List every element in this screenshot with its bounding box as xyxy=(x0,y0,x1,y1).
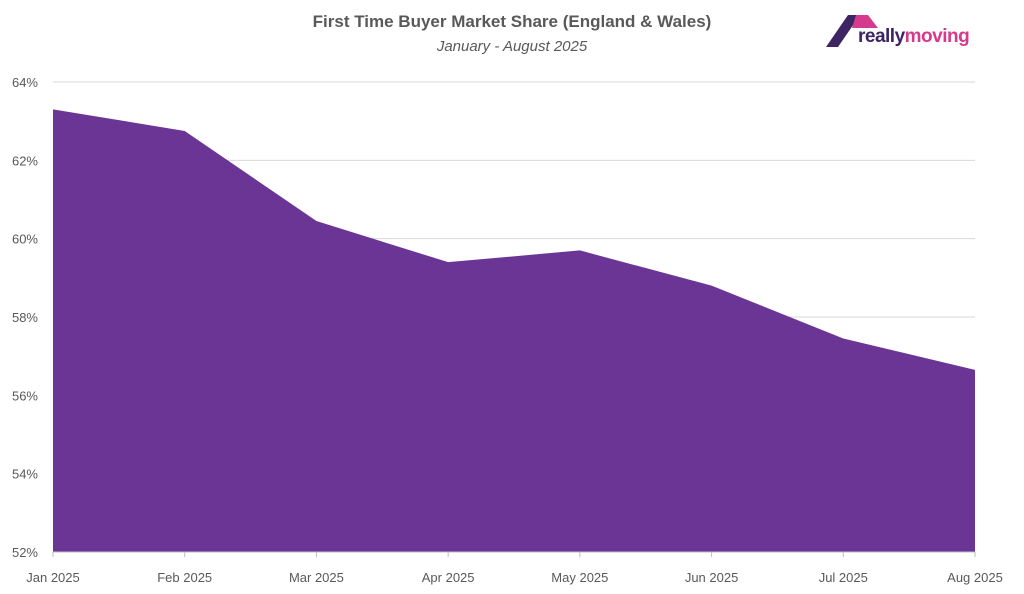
chart-title: First Time Buyer Market Share (England &… xyxy=(312,12,712,31)
chart-subtitle: January - August 2025 xyxy=(436,38,588,55)
x-tick-label: Apr 2025 xyxy=(422,570,475,585)
y-tick-label: 58% xyxy=(12,310,38,325)
x-tick-label: Jul 2025 xyxy=(819,570,868,585)
y-tick-label: 60% xyxy=(12,232,38,247)
logo-text-moving: moving xyxy=(904,26,970,47)
y-tick-label: 62% xyxy=(12,153,38,168)
logo-text-really: really xyxy=(858,26,905,47)
reallymoving-logo xyxy=(826,15,878,47)
x-tick-label: Aug 2025 xyxy=(947,570,1003,585)
y-tick-label: 64% xyxy=(12,75,38,90)
x-tick-label: Feb 2025 xyxy=(157,570,212,585)
logo-text: reallymoving xyxy=(858,26,970,48)
x-tick-label: Jun 2025 xyxy=(685,570,739,585)
x-tick-label: Mar 2025 xyxy=(289,570,344,585)
x-tick-label: May 2025 xyxy=(551,570,608,585)
area-series xyxy=(53,109,975,553)
y-tick-label: 52% xyxy=(12,545,38,560)
y-tick-label: 54% xyxy=(12,467,38,482)
y-tick-label: 56% xyxy=(12,388,38,403)
x-tick-label: Jan 2025 xyxy=(26,570,80,585)
